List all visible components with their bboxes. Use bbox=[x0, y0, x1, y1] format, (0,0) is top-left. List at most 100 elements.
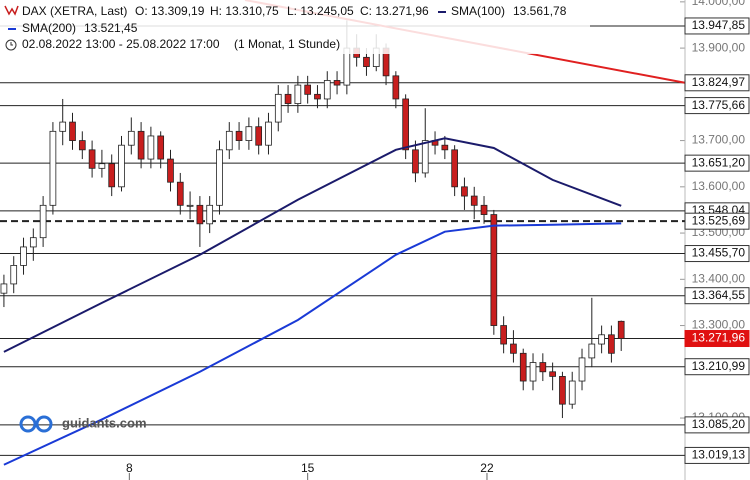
candle-body bbox=[186, 204, 194, 207]
candle-body bbox=[39, 204, 47, 239]
candle-body bbox=[363, 56, 370, 67]
candle-body bbox=[510, 343, 517, 354]
candle-body bbox=[265, 121, 272, 146]
candle-body bbox=[333, 80, 341, 86]
candle-body bbox=[69, 121, 76, 141]
candle-body bbox=[304, 84, 312, 95]
level-label: 13.947,85 bbox=[692, 18, 746, 32]
clock-hands bbox=[10, 42, 13, 46]
candle-body bbox=[49, 130, 57, 206]
period: 02.08.2022 13:00 - 25.08.2022 17:00 bbox=[22, 37, 220, 51]
candle-body bbox=[147, 135, 155, 160]
candle-body bbox=[490, 214, 498, 326]
level-box bbox=[684, 330, 750, 348]
candle-body bbox=[167, 158, 174, 183]
candle-body bbox=[519, 352, 527, 382]
clock-icon bbox=[5, 39, 17, 51]
candle-body bbox=[235, 130, 243, 141]
level-box bbox=[684, 212, 750, 230]
candle-body bbox=[78, 140, 86, 151]
y-tick-label: 13.300,00 bbox=[692, 318, 746, 332]
legend-label: SMA(100) bbox=[451, 4, 505, 18]
level-label: 13.019,13 bbox=[692, 448, 746, 462]
candle-body bbox=[608, 334, 615, 354]
level-box bbox=[684, 74, 750, 92]
candle-body bbox=[441, 144, 449, 151]
candle-body bbox=[88, 149, 96, 169]
candle-body bbox=[500, 325, 507, 345]
level-label: 13.775,66 bbox=[692, 98, 746, 112]
candle-body bbox=[578, 357, 586, 382]
candle-body bbox=[568, 380, 576, 405]
candle-body bbox=[412, 149, 419, 174]
legend-value: 13.561,78 bbox=[513, 4, 567, 18]
candle-body bbox=[225, 130, 233, 151]
level-box bbox=[684, 287, 750, 305]
level-label: 13.271,96 bbox=[692, 331, 746, 345]
candle-body bbox=[461, 186, 468, 197]
candle-body bbox=[206, 204, 214, 225]
candle-body bbox=[402, 98, 409, 151]
candle-body bbox=[294, 84, 302, 104]
level-label: 13.824,97 bbox=[692, 75, 746, 89]
close: C: 13.271,96 bbox=[360, 4, 429, 18]
instrument: DAX (XETRA, Last) bbox=[22, 4, 127, 18]
candle-body bbox=[127, 130, 135, 146]
candle-body bbox=[29, 237, 37, 248]
low: L: 13.245,05 bbox=[287, 4, 354, 18]
legend-value: 13.521,45 bbox=[84, 21, 138, 35]
candle-body bbox=[480, 204, 488, 215]
level-box bbox=[684, 416, 750, 434]
high: H: 13.310,75 bbox=[210, 4, 279, 18]
y-tick-label: 13.700,00 bbox=[692, 133, 746, 147]
candle-body bbox=[392, 75, 400, 100]
header-bg bbox=[0, 0, 590, 54]
x-tick-label: 8 bbox=[126, 461, 133, 475]
level-label: 13.651,20 bbox=[692, 155, 746, 169]
y-tick-label: 13.900,00 bbox=[692, 40, 746, 54]
candle-body bbox=[588, 343, 596, 359]
sma-line bbox=[3, 222, 622, 466]
candle-body bbox=[255, 126, 263, 146]
candle-body bbox=[549, 371, 556, 377]
instrument-icon bbox=[4, 5, 19, 16]
logo: guidants.com bbox=[62, 415, 147, 430]
candle-body bbox=[10, 265, 18, 285]
candle-body bbox=[98, 163, 106, 169]
level-box bbox=[684, 154, 750, 172]
level-box bbox=[684, 17, 750, 35]
level-label: 13.455,70 bbox=[692, 246, 746, 260]
candle-body bbox=[421, 140, 429, 174]
candle-body bbox=[539, 362, 547, 373]
open: O: 13.309,19 bbox=[135, 4, 205, 18]
candle-body bbox=[284, 93, 292, 104]
candle-body bbox=[118, 144, 125, 188]
candle-body bbox=[314, 93, 321, 100]
level-label: 13.364,55 bbox=[692, 288, 746, 302]
y-tick-label: 13.400,00 bbox=[692, 271, 746, 285]
logo-icon bbox=[35, 415, 53, 433]
candle-body bbox=[137, 130, 145, 160]
candle-body bbox=[559, 376, 566, 405]
y-tick-label: 14.000,00 bbox=[692, 0, 746, 8]
overlay: DAX (XETRA, Last) O: 13.309,19 H: 13.310… bbox=[0, 0, 590, 433]
level-box bbox=[684, 358, 750, 376]
candle-body bbox=[529, 362, 537, 382]
candle-body bbox=[196, 204, 204, 225]
candle-body bbox=[323, 80, 331, 100]
level-label: 13.210,99 bbox=[692, 359, 746, 373]
candle-body bbox=[617, 320, 625, 339]
level-box bbox=[684, 245, 750, 263]
level-box bbox=[684, 446, 750, 464]
candle-body bbox=[59, 121, 67, 132]
candle-body bbox=[598, 334, 605, 345]
level-box bbox=[684, 97, 750, 115]
candle-body bbox=[20, 246, 27, 266]
candle-body bbox=[245, 126, 253, 141]
x-tick-label: 22 bbox=[480, 461, 494, 475]
candle-body bbox=[108, 163, 116, 188]
candle-body bbox=[176, 181, 184, 206]
